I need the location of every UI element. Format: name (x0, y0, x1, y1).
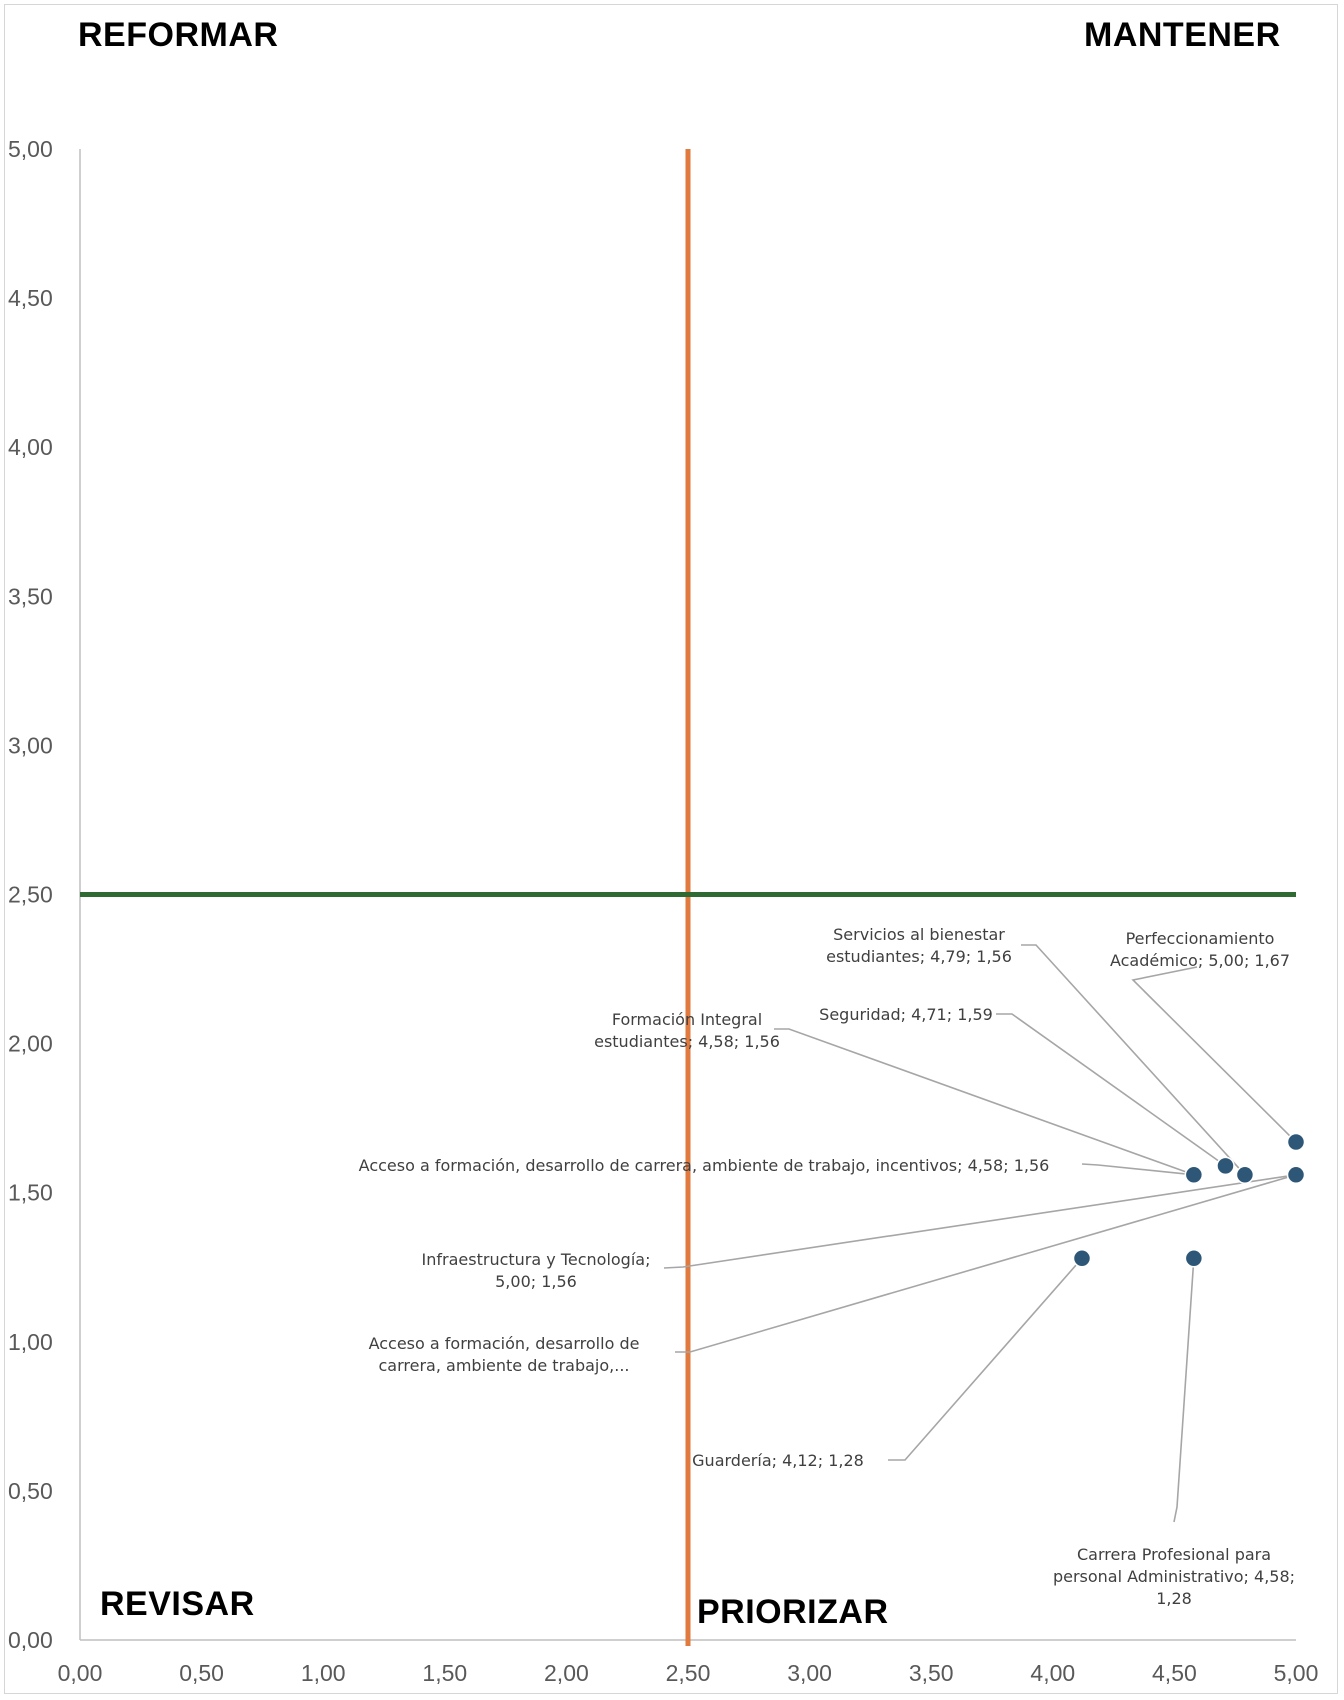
x-tick-label: 5,00 (1274, 1660, 1319, 1686)
leader-lines-layer (663, 944, 1297, 1523)
data-label-line: carrera, ambiente de trabajo,... (379, 1356, 630, 1375)
quadrant-label-top-left: REFORMAR (78, 16, 279, 54)
y-tick-label: 2,50 (8, 882, 53, 908)
data-label: Acceso a formación, desarrollo de carrera… (369, 1334, 640, 1375)
data-label-line: personal Administrativo; 4,58; (1053, 1567, 1295, 1586)
quadrant-label-bottom-left: REVISAR (100, 1585, 255, 1623)
x-tick-label: 3,50 (909, 1660, 954, 1686)
data-label-line: estudiantes; 4,58; 1,56 (594, 1032, 780, 1051)
y-tick-label: 0,50 (8, 1478, 53, 1504)
data-label: Guardería; 4,12; 1,28 (692, 1451, 864, 1470)
leader-line (774, 1028, 1195, 1176)
leader-line (663, 1174, 1297, 1269)
x-tick-label: 0,50 (179, 1660, 224, 1686)
data-label: Servicios al bienestar estudiantes; 4,79;… (826, 925, 1012, 966)
leader-line (1131, 966, 1297, 1143)
y-tick-label: 4,50 (8, 285, 53, 311)
data-label-line: 1,28 (1156, 1589, 1192, 1608)
data-point[interactable] (1184, 1249, 1204, 1268)
data-label-line: estudiantes; 4,79; 1,56 (826, 947, 1012, 966)
data-label-line: Académico; 5,00; 1,67 (1110, 951, 1290, 970)
x-tick-label: 0,00 (58, 1660, 103, 1686)
data-label: Carrera Profesional para personal Adminis… (1053, 1545, 1295, 1608)
quadrant-label-bottom-right: PRIORIZAR (697, 1593, 889, 1631)
data-label: Acceso a formación, desarrollo de carrer… (359, 1156, 1050, 1175)
y-tick-label: 1,50 (8, 1180, 53, 1206)
y-tick-label: 3,00 (8, 732, 53, 758)
data-point[interactable] (1286, 1165, 1306, 1185)
data-label-line: Infraestructura y Tecnología; (422, 1250, 651, 1269)
leader-line (1021, 944, 1246, 1176)
y-tick-label: 4,00 (8, 434, 53, 460)
x-tick-label: 1,50 (422, 1660, 467, 1686)
data-label: Formación Integral estudiantes; 4,58; 1,5… (594, 1010, 780, 1051)
leader-line (675, 1174, 1297, 1353)
data-label-line: 5,00; 1,56 (495, 1272, 577, 1291)
points-layer (1072, 1132, 1306, 1268)
y-tick-label: 2,00 (8, 1031, 53, 1057)
y-tick-label: 3,50 (8, 583, 53, 609)
data-label-line: Acceso a formación, desarrollo de carrer… (359, 1156, 1050, 1175)
data-label: Perfeccionamiento Académico; 5,00; 1,67 (1110, 929, 1290, 970)
data-label-line: Servicios al bienestar (833, 925, 1005, 944)
x-tick-label: 3,00 (787, 1660, 832, 1686)
x-tick-label: 2,50 (666, 1660, 711, 1686)
leader-line (996, 1013, 1226, 1167)
y-tick-label: 5,00 (8, 136, 53, 162)
x-tick-label: 2,00 (544, 1660, 589, 1686)
x-tick-label: 1,00 (301, 1660, 346, 1686)
x-tick-label: 4,00 (1030, 1660, 1075, 1686)
data-point[interactable] (1072, 1249, 1092, 1268)
y-tick-label: 0,00 (8, 1627, 53, 1653)
data-label: Infraestructura y Tecnología; 5,00; 1,56 (422, 1250, 651, 1291)
data-point[interactable] (1216, 1156, 1235, 1176)
leader-line (888, 1257, 1083, 1461)
data-label-line: Guardería; 4,12; 1,28 (692, 1451, 864, 1470)
data-point[interactable] (1184, 1165, 1204, 1185)
leader-line (1173, 1258, 1195, 1523)
data-labels-layer: Perfeccionamiento Académico; 5,00; 1,67 Se… (359, 925, 1295, 1608)
x-tick-label: 4,50 (1152, 1660, 1197, 1686)
reference-lines-layer (80, 149, 1296, 1646)
data-label-line: Formación Integral (612, 1010, 762, 1029)
y-tick-label: 1,00 (8, 1329, 53, 1355)
data-label: Seguridad; 4,71; 1,59 (819, 1005, 993, 1024)
leader-line (1081, 1163, 1194, 1176)
data-point[interactable] (1286, 1132, 1306, 1152)
data-point[interactable] (1235, 1165, 1255, 1185)
quadrant-label-top-right: MANTENER (1084, 16, 1281, 54)
data-label-line: Acceso a formación, desarrollo de (369, 1334, 640, 1353)
data-label-line: Perfeccionamiento (1126, 929, 1275, 948)
axes-layer: 0,00 0,50 1,00 1,50 2,00 2,50 3,00 3,50 4,00 4,50… (8, 136, 1318, 1686)
chart-frame (4, 4, 1338, 1694)
data-label-line: Seguridad; 4,71; 1,59 (819, 1005, 993, 1024)
data-label-line: Carrera Profesional para (1077, 1545, 1271, 1564)
